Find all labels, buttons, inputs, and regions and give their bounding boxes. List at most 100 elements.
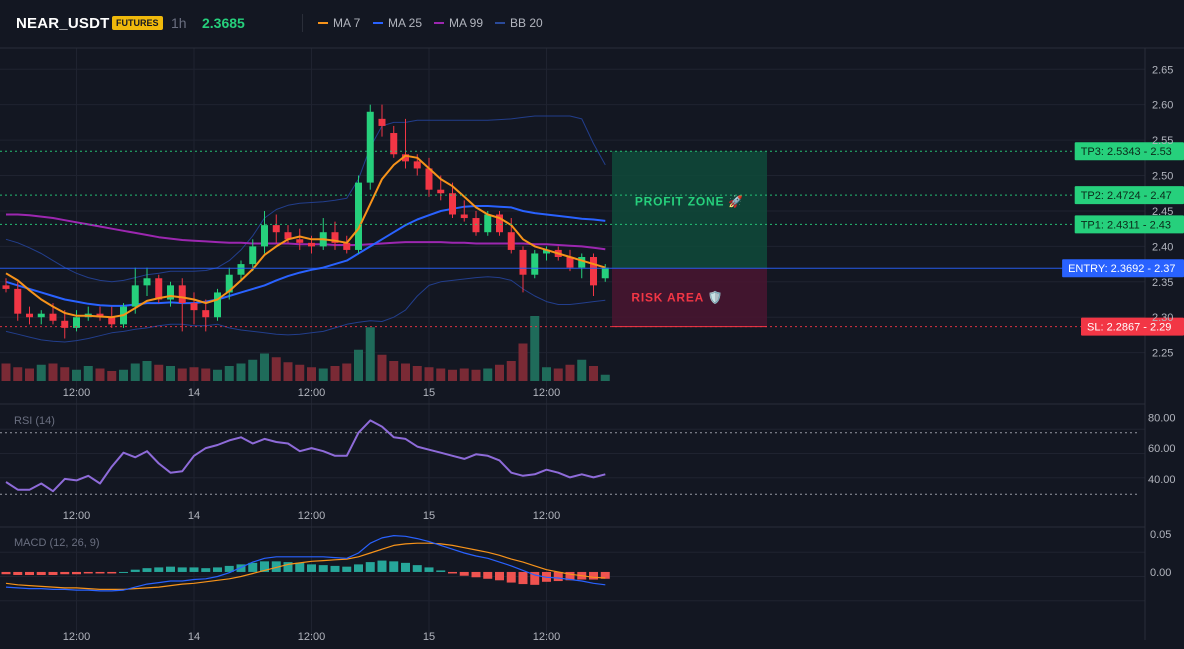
macd-histogram-bar xyxy=(72,571,81,575)
time-axis-label: 15 xyxy=(423,510,435,522)
macd-histogram-bar xyxy=(412,565,422,572)
tp-level-tag[interactable] xyxy=(1074,186,1184,205)
volume-bar xyxy=(213,369,222,381)
candle-body xyxy=(331,232,339,243)
macd-histogram-bar xyxy=(13,571,23,575)
time-axis-label: 12:00 xyxy=(533,387,561,399)
macd-histogram-bar xyxy=(224,565,234,572)
macd-histogram-bar xyxy=(130,569,140,572)
candle-body xyxy=(261,225,268,247)
macd-histogram-bar xyxy=(119,571,128,573)
bb20-swatch xyxy=(495,22,505,24)
volume-bar xyxy=(271,357,281,381)
candle-body xyxy=(437,189,445,194)
macd-histogram-bar xyxy=(424,567,434,572)
profit-zone-label: PROFIT ZONE 🚀 xyxy=(635,195,744,209)
volume-bar xyxy=(459,368,469,381)
bb-lower-line xyxy=(5,276,606,343)
time-axis-label: 12:00 xyxy=(63,631,91,643)
macd-histogram-bar xyxy=(389,561,399,572)
volume-bar xyxy=(83,366,93,381)
candle-body xyxy=(96,313,104,318)
candle-body xyxy=(214,292,221,318)
candle-body xyxy=(366,111,374,183)
volume-bar xyxy=(495,364,504,381)
legend-ma7-label: MA 7 xyxy=(333,16,361,30)
price-axis-label: 2.40 xyxy=(1152,241,1173,253)
last-price: 2.3685 xyxy=(202,15,245,31)
macd-histogram-bar xyxy=(318,565,328,572)
candle-body xyxy=(225,274,233,293)
time-axis-label: 14 xyxy=(188,631,200,643)
symbol-name[interactable]: NEAR_USDT xyxy=(16,15,110,32)
candle-body xyxy=(108,317,116,325)
tp-level-tag-text: TP2: 2.4724 - 2.47 xyxy=(1081,190,1172,202)
rsi-title: RSI (14) xyxy=(14,415,55,427)
macd-histogram-bar xyxy=(295,562,305,572)
macd-histogram-bar xyxy=(83,571,93,574)
macd-histogram-bar xyxy=(201,568,211,572)
macd-histogram-bar xyxy=(483,571,493,579)
volume-bar xyxy=(518,343,528,381)
candle-body xyxy=(543,249,550,254)
legend-bb20[interactable]: BB 20 xyxy=(495,16,543,30)
candle-body xyxy=(425,168,433,190)
timeframe-label[interactable]: 1h xyxy=(171,15,187,31)
macd-histogram-bar xyxy=(36,571,46,575)
candle-body xyxy=(296,239,304,243)
volume-bar xyxy=(119,369,128,381)
volume-bar xyxy=(130,363,140,381)
candle-body xyxy=(2,285,10,289)
candle-body xyxy=(449,193,456,215)
macd-histogram-bar xyxy=(142,568,152,572)
candle-body xyxy=(61,320,69,328)
volume-bar xyxy=(600,374,610,381)
ma25-swatch xyxy=(373,22,383,24)
time-axis-label: 12:00 xyxy=(533,510,561,522)
macd-histogram-bar xyxy=(589,571,598,580)
candle-body xyxy=(378,118,386,126)
volume-bar xyxy=(483,368,493,381)
legend-ma25-label: MA 25 xyxy=(388,16,423,30)
price-axis-label: 2.45 xyxy=(1152,206,1173,218)
candle-body xyxy=(73,317,80,328)
volume-bar xyxy=(154,364,164,381)
macd-histogram-bar xyxy=(95,571,105,574)
time-axis-label: 12:00 xyxy=(298,631,326,643)
macd-histogram-bar xyxy=(166,566,175,572)
macd-histogram-bar xyxy=(401,562,410,572)
macd-axis-label: 0.05 xyxy=(1150,529,1171,541)
legend-ma7[interactable]: MA 7 xyxy=(318,16,360,30)
price-axis-label: 2.25 xyxy=(1152,348,1173,360)
volume-bar xyxy=(318,368,328,381)
risk-area xyxy=(612,268,767,327)
legend-ma99[interactable]: MA 99 xyxy=(434,16,483,30)
macd-histogram-bar xyxy=(107,571,117,574)
volume-bar xyxy=(177,368,187,381)
legend-ma25[interactable]: MA 25 xyxy=(373,16,422,30)
tp-level-tag[interactable] xyxy=(1074,142,1184,161)
macd-histogram-bar xyxy=(518,571,528,585)
candle-body xyxy=(601,267,609,279)
price-axis-label: 2.55 xyxy=(1152,135,1173,147)
volume-bar xyxy=(224,366,234,381)
profit-zone xyxy=(612,151,767,269)
volume-bar xyxy=(342,363,352,381)
rsi-line xyxy=(5,419,606,493)
tp-level-tag[interactable] xyxy=(1074,215,1184,234)
macd-histogram-bar xyxy=(271,561,281,572)
volume-bar xyxy=(589,366,598,381)
volume-bar xyxy=(424,367,434,381)
volume-bar xyxy=(189,367,199,381)
macd-histogram-bar xyxy=(495,571,504,581)
volume-bar xyxy=(142,361,152,381)
ma25-line xyxy=(5,205,606,307)
sl-level-tag[interactable] xyxy=(1081,317,1184,336)
ma99-line xyxy=(6,213,606,251)
candle-body xyxy=(578,257,586,268)
candle-body xyxy=(284,232,292,240)
price-axis-label: 2.60 xyxy=(1152,100,1173,112)
entry-level-tag[interactable] xyxy=(1062,259,1184,278)
macd-line xyxy=(5,534,606,592)
